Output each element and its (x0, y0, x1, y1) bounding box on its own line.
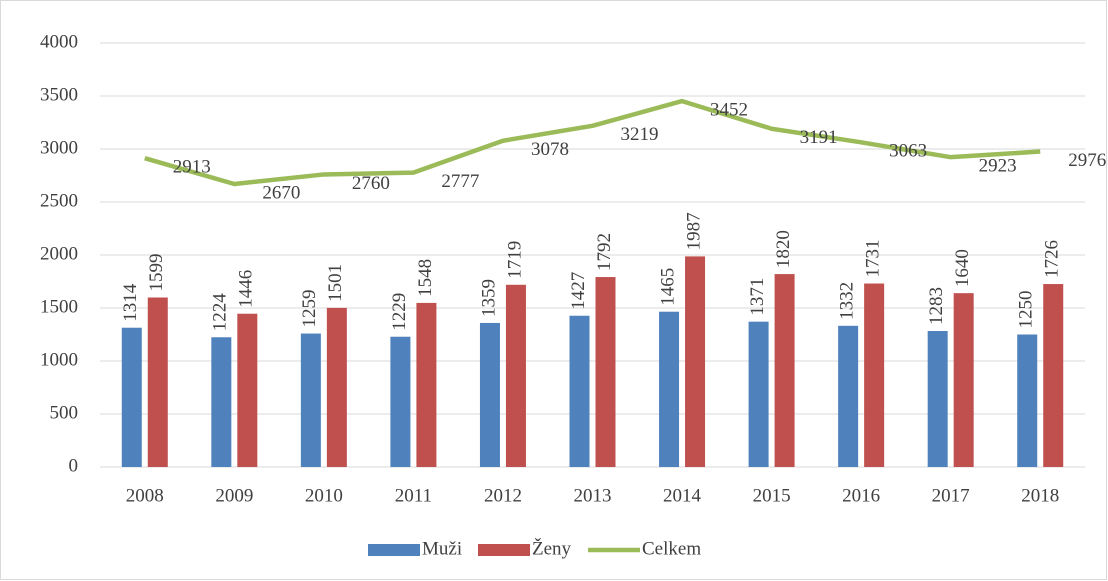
value-label: 1987 (683, 212, 704, 250)
value-label: 1314 (120, 283, 141, 322)
bar (953, 293, 974, 467)
y-tick-label: 0 (69, 455, 79, 476)
value-label: 1820 (773, 230, 794, 268)
y-tick-label: 3000 (40, 137, 78, 158)
value-label: 2670 (262, 182, 300, 203)
bar (1017, 334, 1038, 467)
bar (927, 331, 948, 467)
value-label: 1465 (657, 268, 678, 306)
bar (838, 325, 859, 467)
value-label: 2923 (979, 156, 1017, 177)
value-label: 2913 (173, 157, 211, 178)
x-tick-label: 2011 (395, 485, 432, 506)
x-tick-label: 2013 (574, 485, 612, 506)
x-tick-label: 2015 (753, 485, 791, 506)
bar (595, 277, 616, 467)
value-label: 1731 (862, 240, 883, 278)
value-label: 1250 (1016, 291, 1037, 329)
legend-swatch (478, 544, 530, 556)
value-label: 1229 (389, 293, 410, 331)
y-tick-label: 1500 (40, 296, 78, 317)
x-tick-label: 2008 (126, 485, 164, 506)
legend-label: Ženy (532, 537, 572, 559)
y-tick-label: 1000 (40, 349, 78, 370)
bar (390, 336, 411, 467)
value-label: 3191 (800, 127, 838, 148)
value-label: 1332 (836, 282, 857, 320)
value-label: 1359 (478, 279, 499, 317)
value-label: 1283 (926, 287, 947, 325)
value-label: 1224 (210, 293, 231, 332)
x-tick-label: 2014 (663, 485, 702, 506)
legend-label: Celkem (642, 538, 701, 559)
value-label: 2777 (441, 171, 479, 192)
value-label: 3078 (531, 139, 569, 160)
value-label: 1640 (952, 249, 973, 287)
x-tick-label: 2018 (1021, 485, 1059, 506)
bar (416, 302, 437, 467)
value-label: 1726 (1042, 240, 1063, 278)
value-label: 2976 (1068, 150, 1106, 171)
x-tick-label: 2010 (305, 485, 343, 506)
bar (121, 327, 142, 467)
line (144, 98, 1041, 187)
bar (864, 283, 885, 467)
value-label: 1792 (594, 233, 615, 271)
bar (659, 311, 680, 467)
legend-swatch (368, 544, 420, 556)
legend-label: Muži (422, 538, 462, 559)
bar (505, 284, 526, 467)
value-label: 1548 (415, 259, 436, 297)
y-tick-label: 3500 (40, 84, 78, 105)
y-tick-label: 2500 (40, 190, 78, 211)
value-label: 2760 (352, 173, 390, 194)
y-tick-label: 2000 (40, 243, 78, 264)
value-label: 1599 (146, 254, 167, 292)
value-label: 1371 (747, 278, 768, 316)
x-tick-label: 2012 (484, 485, 522, 506)
bar (1043, 284, 1064, 467)
value-label: 3452 (710, 99, 748, 120)
value-label: 3219 (621, 124, 659, 145)
bar (685, 256, 706, 467)
value-label: 1259 (299, 290, 320, 328)
value-label: 1446 (236, 270, 257, 308)
bar (237, 313, 258, 467)
bar (211, 337, 232, 467)
x-tick-label: 2016 (842, 485, 880, 506)
value-label: 1719 (504, 241, 525, 279)
value-label: 1501 (325, 264, 346, 302)
bar (569, 315, 590, 467)
value-label: 1427 (568, 272, 589, 310)
x-tick-label: 2017 (932, 485, 970, 506)
value-label: 3063 (889, 141, 927, 162)
bar (326, 307, 347, 467)
x-tick-label: 2009 (215, 485, 253, 506)
bar (479, 322, 500, 467)
bar (774, 274, 795, 467)
bar (748, 321, 769, 467)
y-tick-label: 4000 (40, 31, 78, 52)
bar (300, 333, 321, 467)
y-tick-label: 500 (50, 402, 79, 423)
bar (147, 297, 168, 467)
